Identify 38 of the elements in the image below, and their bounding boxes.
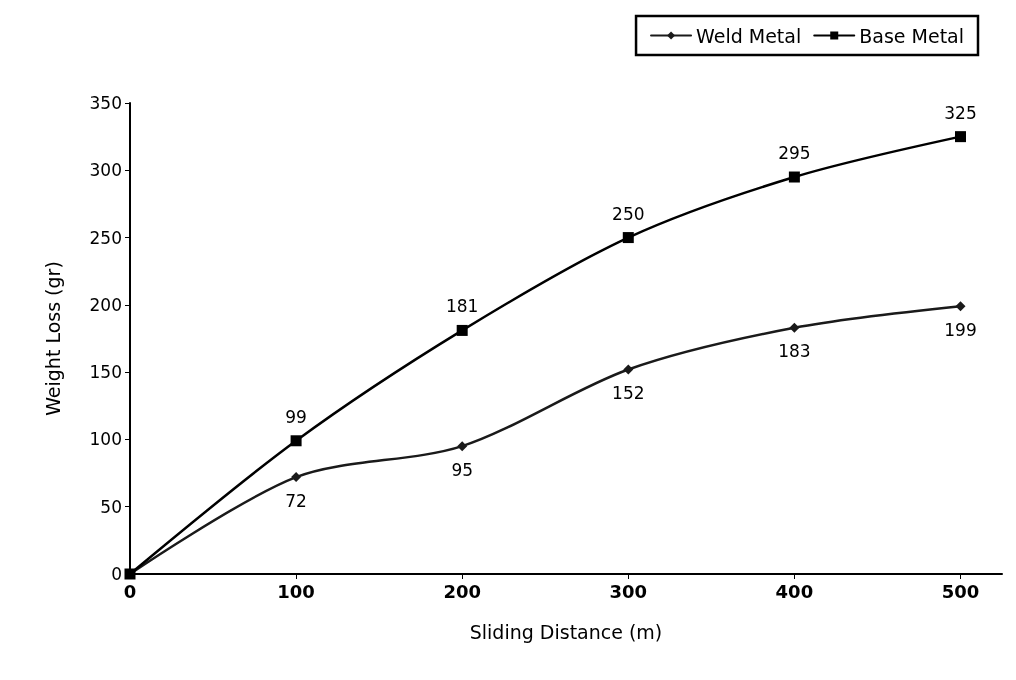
- y-tick-label: 50: [100, 496, 122, 517]
- data-label: 99: [285, 406, 307, 427]
- point: [290, 435, 302, 447]
- data-label: 95: [451, 459, 474, 480]
- point: [954, 131, 966, 143]
- point: [789, 322, 800, 333]
- x-tick-label: 400: [775, 580, 814, 602]
- point: [788, 171, 800, 183]
- y-axis-title: Weight Loss (gr): [41, 261, 64, 416]
- point: [622, 232, 634, 244]
- point: [456, 324, 468, 336]
- data-label: 181: [445, 296, 479, 317]
- y-tick-label: 150: [89, 362, 122, 383]
- legend-label: Base Metal: [859, 24, 965, 47]
- y-tick-label: 0: [111, 564, 122, 584]
- x-tick-label: 100: [277, 580, 315, 602]
- x-axis-title: Sliding Distance (m): [469, 620, 663, 643]
- data-label: 72: [285, 490, 307, 511]
- y-tick-label: 300: [89, 160, 122, 181]
- x-tick-label: 300: [609, 580, 648, 602]
- data-label: 152: [612, 382, 645, 403]
- data-label: 250: [612, 203, 645, 224]
- data-label: 295: [778, 143, 811, 164]
- data-label: 199: [944, 319, 977, 340]
- y-tick-label: 100: [89, 429, 122, 450]
- y-tick-label: 200: [89, 294, 122, 315]
- y-tick-label: 250: [89, 227, 122, 248]
- x-tick-label: 500: [941, 580, 980, 602]
- data-label: 183: [778, 341, 811, 362]
- legend-label: Weld Metal: [696, 24, 802, 47]
- point: [623, 364, 634, 375]
- x-tick-label: 0: [123, 580, 137, 602]
- point: [457, 441, 468, 452]
- y-tick-label: 350: [89, 93, 122, 113]
- point: [291, 472, 302, 483]
- x-tick-label: 200: [443, 580, 481, 602]
- data-label: 325: [944, 102, 977, 123]
- point: [955, 301, 966, 312]
